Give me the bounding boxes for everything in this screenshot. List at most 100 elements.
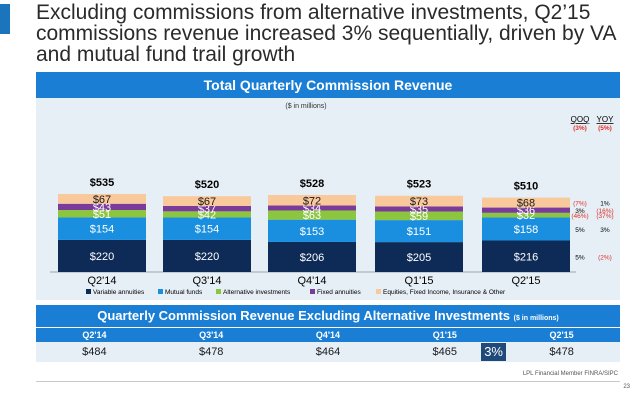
legend-label: Alternative investments: [223, 289, 291, 296]
x-tick-label: Q3'14: [192, 275, 221, 287]
growth-yoy: (16%): [596, 208, 613, 215]
table-title: Quarterly Commission Revenue Excluding A…: [36, 305, 620, 327]
page-title: Excluding commissions from alternative i…: [36, 1, 616, 66]
data-label: $206: [300, 252, 324, 264]
total-label: $535: [90, 177, 114, 189]
excl-alt-table: Q2'14 Q3'14 Q4'14 Q1'15 Q2'15 $484 $478 …: [36, 328, 620, 362]
bar-segment: [163, 211, 251, 218]
data-label: $32: [517, 210, 535, 222]
bar-segment: [482, 197, 570, 208]
bar-segment: [163, 217, 251, 240]
total-label: $510: [514, 181, 538, 193]
table-cell-value: $478: [549, 346, 574, 358]
chart-panel: ($ in millions) $220 $154 $51 $43 $67 $535 Q2'1…: [36, 98, 620, 300]
bar-segment: [163, 205, 251, 212]
bar-segment: [482, 240, 570, 272]
growth-qoq: 5%: [575, 254, 585, 261]
table-header: Q3'14: [152, 328, 270, 342]
bar-segment: [58, 217, 146, 240]
table-cell: $464: [269, 342, 387, 362]
data-label: $63: [303, 210, 321, 222]
bar-segment: [375, 206, 463, 212]
x-tick-label: Q2'15: [511, 275, 540, 287]
legend-swatch: [310, 289, 315, 294]
x-tick-label: Q2'14: [87, 275, 116, 287]
growth-qoq: (7%): [573, 201, 587, 208]
data-label: $36: [517, 205, 535, 217]
growth-qoq: 3%: [575, 208, 585, 215]
table-header: Q4'14: [269, 328, 387, 342]
data-label: $154: [90, 224, 114, 236]
accent-bar: [0, 4, 10, 34]
data-label: $35: [410, 204, 428, 216]
growth-yoy: (2%): [598, 254, 612, 261]
data-label: $67: [198, 196, 216, 208]
page-number: 23: [623, 384, 630, 390]
bar-segment: [375, 220, 463, 243]
data-label: $42: [198, 209, 216, 221]
x-tick-label: Q4'14: [297, 275, 326, 287]
data-label: $205: [407, 252, 431, 264]
bar-segment: [268, 241, 356, 272]
bar-segment: [58, 193, 146, 204]
bar-segment: [375, 242, 463, 272]
table-title-text: Quarterly Commission Revenue Excluding A…: [97, 308, 510, 323]
bar-segment: [482, 212, 570, 218]
data-label: $43: [93, 202, 111, 214]
bar-segment: [58, 210, 146, 218]
legend-label: Variable annuities: [93, 289, 145, 296]
legend-swatch: [86, 289, 91, 294]
data-label: $51: [93, 209, 111, 221]
table-header: Q2'14: [36, 328, 153, 342]
data-label: $34: [303, 203, 321, 215]
change-badge: 3%: [481, 343, 506, 361]
data-label: $216: [514, 251, 538, 263]
total-label: $523: [407, 179, 431, 191]
total-label: $528: [300, 178, 324, 190]
table-cell-last: 3% $478: [481, 342, 620, 362]
table-title-units: ($ in millions): [513, 315, 559, 322]
stacked-bar-chart: ($ in millions)$220$154$51$43$67$535Q2'1…: [50, 103, 615, 296]
data-label: $220: [195, 251, 219, 263]
legend-swatch: [216, 289, 221, 294]
data-label: $68: [517, 198, 535, 210]
table-cell: $478: [152, 342, 270, 362]
x-tick-label: Q1'15: [404, 275, 433, 287]
table-header: Q1'15: [386, 328, 504, 342]
divider: [36, 381, 620, 382]
legend-swatch: [376, 289, 381, 294]
bar-segment: [375, 211, 463, 221]
legend-label: Mutual funds: [165, 289, 203, 296]
bar-segment: [58, 203, 146, 211]
bar-segment: [268, 219, 356, 242]
data-label: $37: [198, 204, 216, 216]
growth-header-yoy: YOY: [597, 115, 615, 124]
data-label: $158: [514, 224, 538, 236]
footer-text: LPL Financial Member FINRA/SIPC: [522, 371, 618, 377]
legend-swatch: [158, 289, 163, 294]
data-label: $154: [195, 224, 219, 236]
growth-header-qoq: QOQ: [571, 115, 590, 124]
bar-segment: [482, 217, 570, 241]
bar-segment: [375, 195, 463, 207]
growth-total-yoy: (5%): [598, 125, 612, 132]
data-label: $220: [90, 251, 114, 263]
data-label: $151: [407, 226, 431, 238]
data-label: $73: [410, 196, 428, 208]
growth-yoy: 1%: [600, 201, 610, 208]
legend-label: Equities, Fixed Income, Insurance & Othe…: [383, 289, 506, 296]
bar-segment: [268, 210, 356, 220]
table-header: Q2'15: [503, 328, 620, 342]
table-cell: $465: [386, 342, 504, 362]
total-label: $520: [195, 179, 219, 191]
table-cell: $484: [36, 342, 153, 362]
bar-segment: [163, 239, 251, 272]
growth-yoy: 3%: [600, 227, 610, 234]
data-label: $72: [303, 195, 321, 207]
growth-yoy: (37%): [596, 213, 613, 220]
bar-segment: [163, 196, 251, 206]
bar-segment: [482, 207, 570, 213]
data-label: $153: [300, 226, 324, 238]
data-label: $59: [410, 211, 428, 223]
data-label: $67: [93, 194, 111, 206]
